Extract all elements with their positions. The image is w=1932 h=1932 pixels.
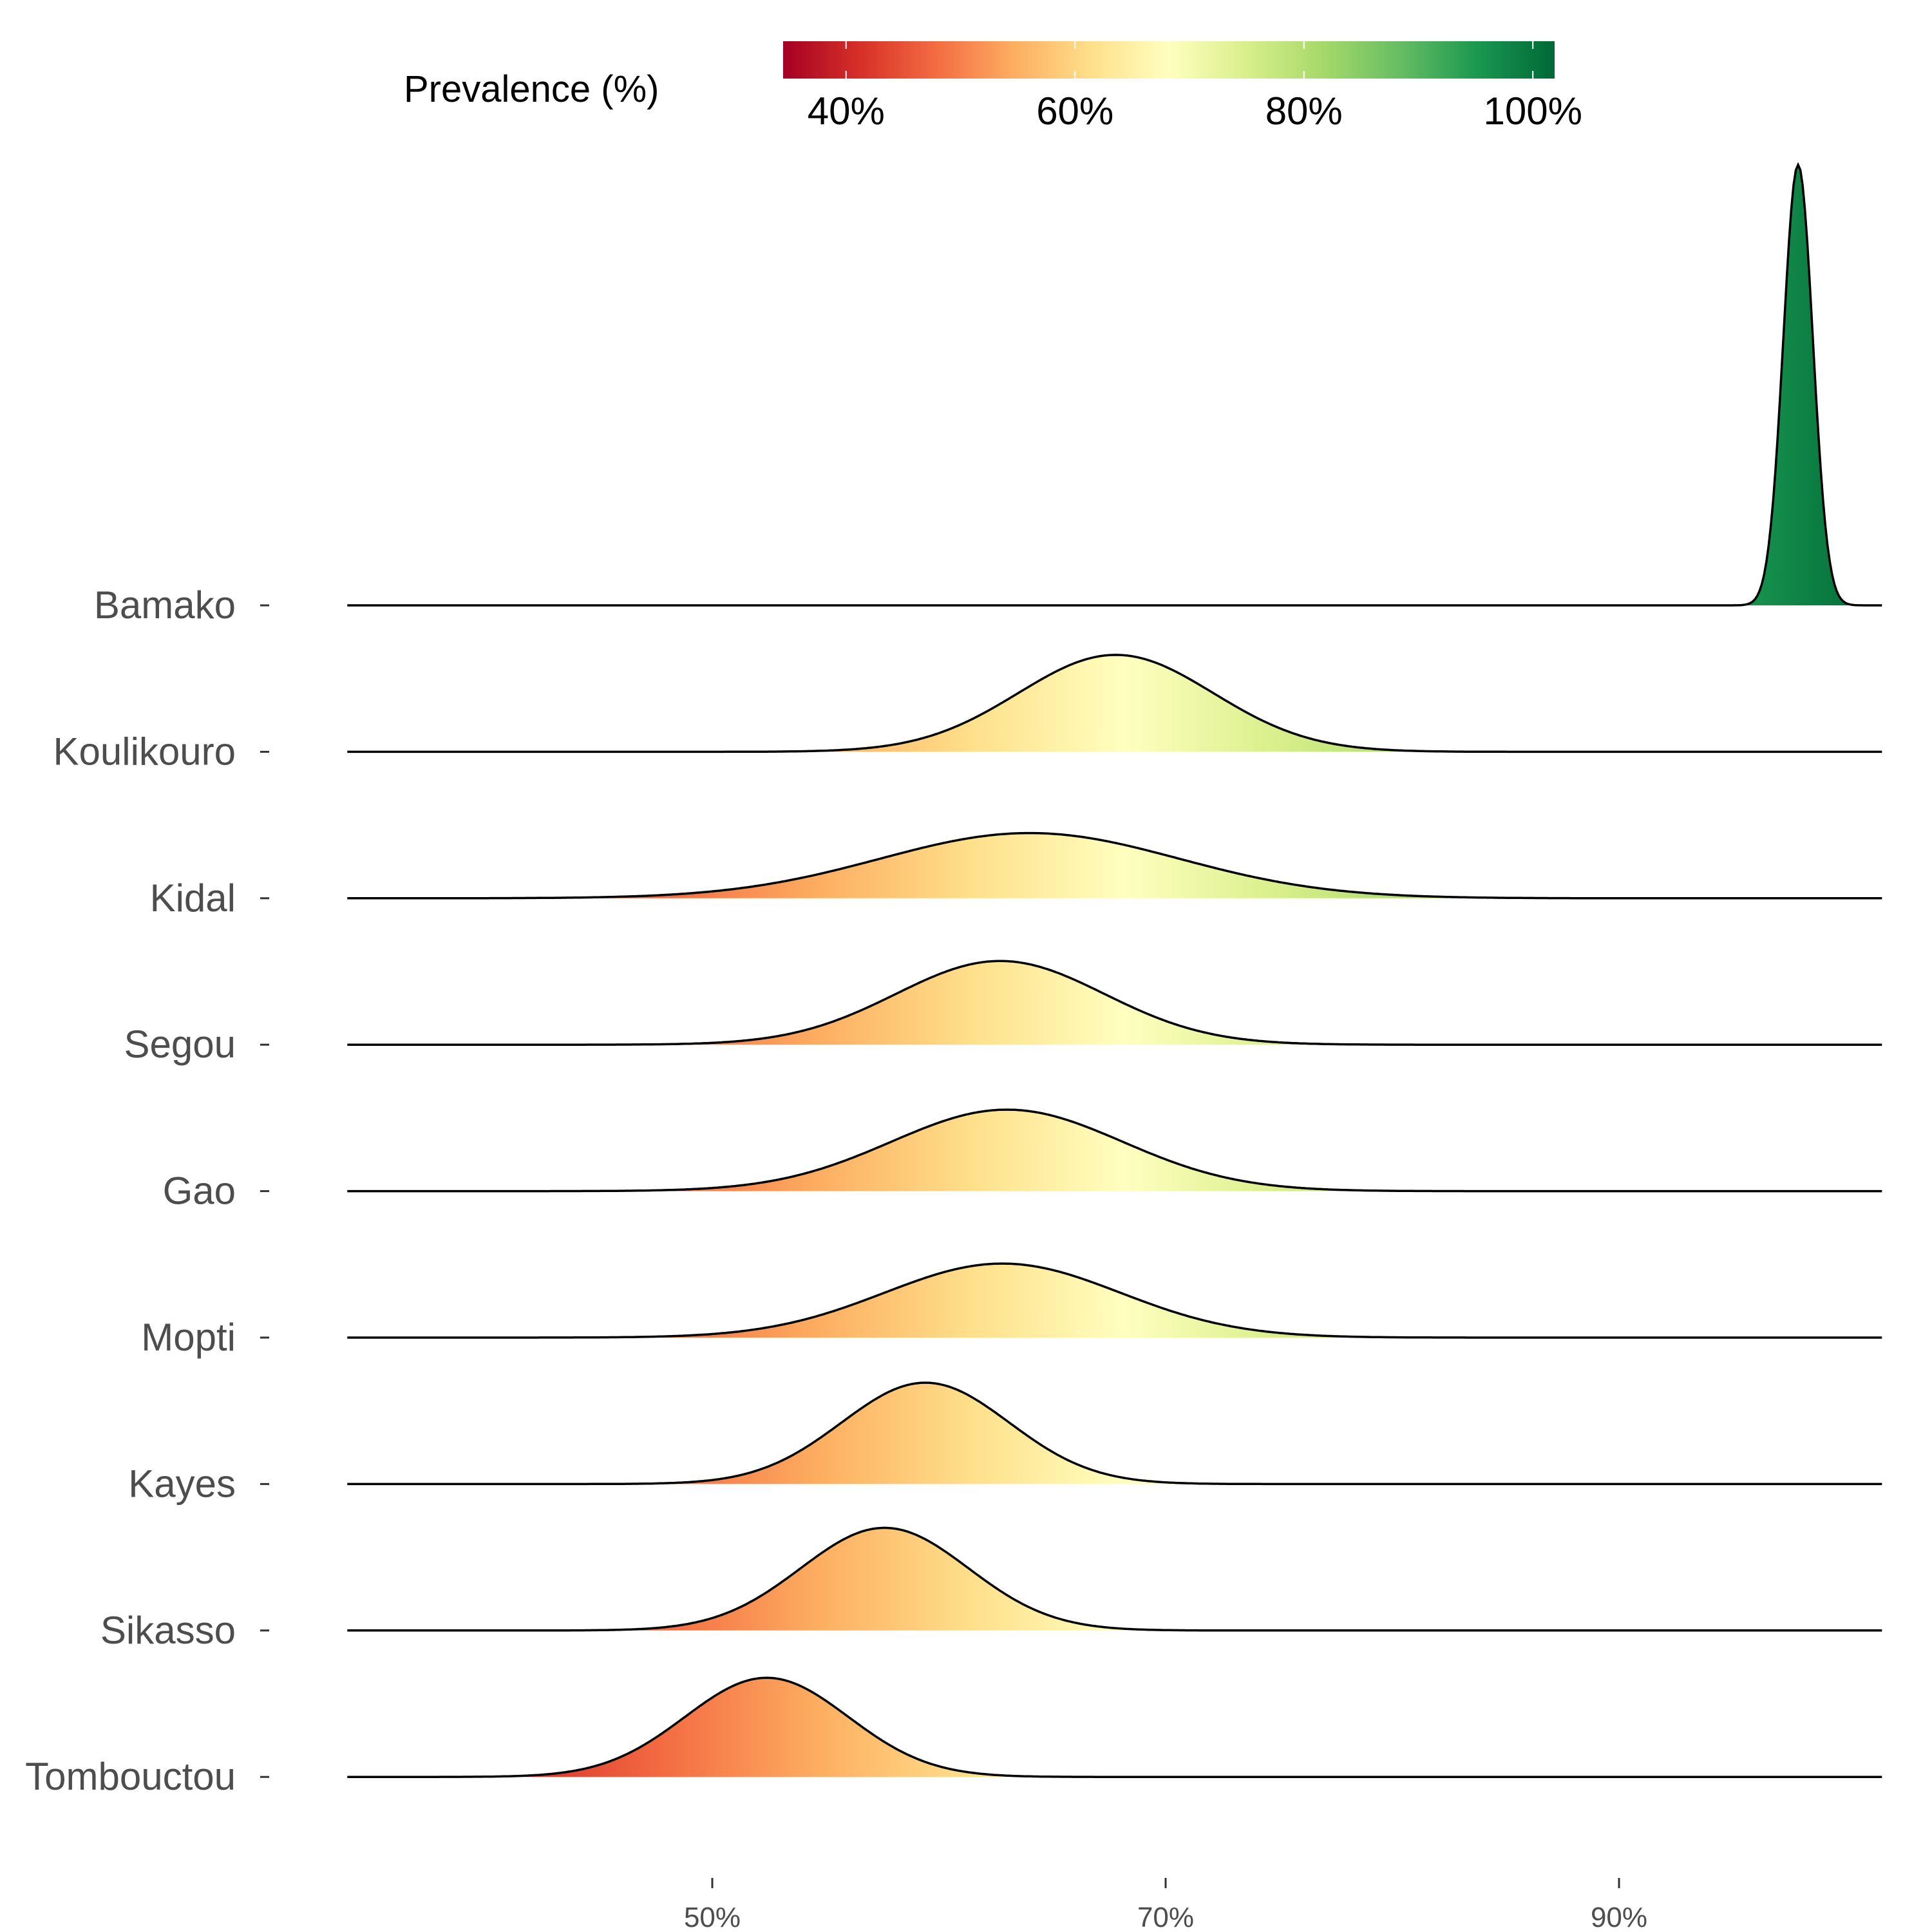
density-fill — [347, 1678, 1882, 1777]
density-fill — [347, 1110, 1882, 1191]
density-line — [347, 1108, 1882, 1193]
y-tick-label: Mopti — [141, 1316, 236, 1359]
ridge-gao — [347, 1108, 1882, 1193]
y-tick-label: Kidal — [150, 876, 236, 920]
ridge-mopti — [347, 1262, 1882, 1339]
density-line — [347, 831, 1882, 900]
y-tick-label: Sikasso — [100, 1609, 236, 1652]
legend-tick-label: 100% — [1483, 90, 1582, 133]
y-tick-label: Koulikouro — [53, 730, 236, 773]
density-fill — [347, 1383, 1882, 1484]
density-line — [347, 1381, 1882, 1486]
y-tick-label: Tombouctou — [25, 1755, 236, 1798]
density-fill — [347, 165, 1882, 605]
density-fill — [347, 654, 1882, 752]
density-line — [347, 1262, 1882, 1339]
x-tick-label: 90% — [1591, 1902, 1647, 1932]
legend-tick-label: 60% — [1036, 90, 1113, 133]
legend-tick-label: 80% — [1265, 90, 1343, 133]
ridge-kayes — [347, 1381, 1882, 1486]
density-fill — [347, 1528, 1882, 1631]
ridge-kidal — [347, 831, 1882, 900]
legend-tick-label: 40% — [808, 90, 885, 133]
y-tick-label: Kayes — [128, 1462, 236, 1505]
colorbar-legend: Prevalence (%) 40% 60% 80% 100% — [404, 41, 1582, 133]
y-tick-label: Gao — [163, 1170, 236, 1213]
ridge-koulikouro — [347, 654, 1882, 753]
density-line — [347, 654, 1882, 753]
density-fill — [347, 833, 1882, 898]
x-tick-label: 70% — [1137, 1902, 1194, 1932]
y-tick-label: Bamako — [94, 583, 236, 627]
ridge-segou — [347, 960, 1882, 1046]
colorbar — [783, 41, 1555, 79]
density-line — [347, 1526, 1882, 1632]
density-line — [347, 162, 1882, 607]
density-fill — [347, 961, 1882, 1045]
ridge-bamako — [347, 162, 1882, 607]
ridge-tombouctou — [347, 1676, 1882, 1778]
density-fill — [347, 1264, 1882, 1338]
density-line — [347, 960, 1882, 1046]
y-tick-label: Segou — [124, 1023, 236, 1066]
x-tick-label: 50% — [684, 1902, 741, 1932]
legend-title: Prevalence (%) — [404, 68, 659, 110]
ridge-sikasso — [347, 1526, 1882, 1632]
density-line — [347, 1676, 1882, 1778]
